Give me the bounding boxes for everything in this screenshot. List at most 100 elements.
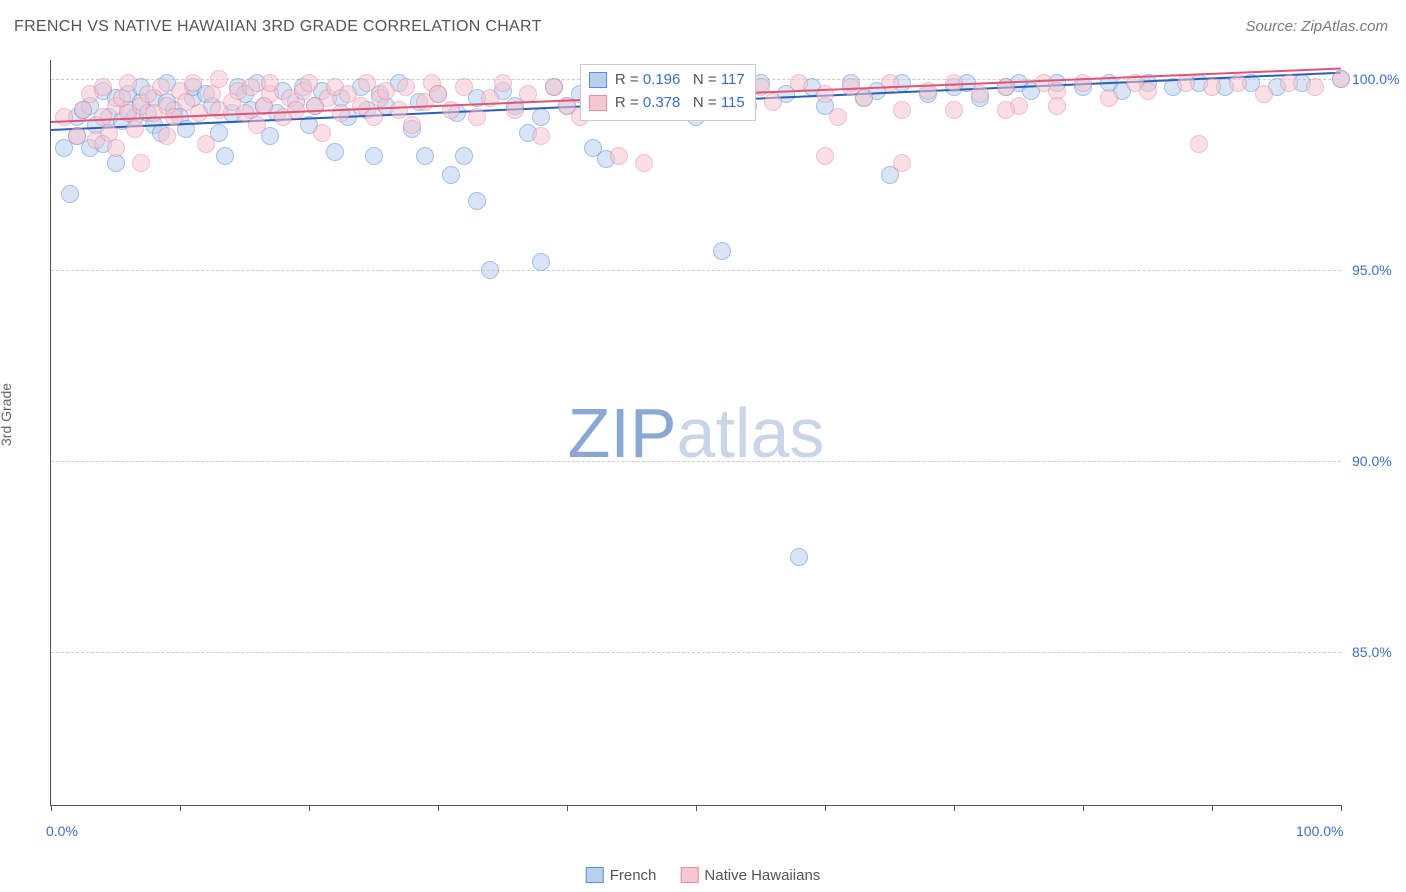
hawaiian-point xyxy=(455,78,473,96)
y-tick-label: 100.0% xyxy=(1352,71,1399,87)
y-tick-label: 95.0% xyxy=(1352,262,1392,278)
hawaiian-swatch-icon xyxy=(589,95,607,111)
hawaiian-point xyxy=(1074,74,1092,92)
x-tick-mark xyxy=(954,805,955,811)
stats-legend: R = 0.196 N = 117R = 0.378 N = 115 xyxy=(580,64,756,121)
x-tick-mark xyxy=(51,805,52,811)
hawaiian-point xyxy=(197,135,215,153)
french-point xyxy=(468,192,486,210)
stats-text: R = 0.196 N = 117 xyxy=(615,69,745,92)
hawaiian-point xyxy=(893,154,911,172)
hawaiian-point xyxy=(545,78,563,96)
hawaiian-point xyxy=(881,74,899,92)
french-point xyxy=(455,147,473,165)
hawaiian-point xyxy=(300,74,318,92)
hawaiian-point xyxy=(390,101,408,119)
hawaiian-point xyxy=(610,147,628,165)
french-point xyxy=(365,147,383,165)
hawaiian-point xyxy=(1255,85,1273,103)
hawaiian-point xyxy=(829,108,847,126)
hawaiian-point xyxy=(397,78,415,96)
legend-label: French xyxy=(610,867,657,884)
hawaiian-point xyxy=(190,104,208,122)
hawaiian-point xyxy=(126,120,144,138)
x-tick-label: 0.0% xyxy=(46,823,78,839)
french-swatch-icon xyxy=(589,72,607,88)
hawaiian-point xyxy=(764,93,782,111)
hawaiian-point xyxy=(377,82,395,100)
hawaiian-point xyxy=(1190,135,1208,153)
legend-item-french: French xyxy=(586,867,657,884)
hawaiian-point xyxy=(893,101,911,119)
stats-row-french: R = 0.196 N = 117 xyxy=(589,69,745,92)
x-tick-label: 100.0% xyxy=(1296,823,1343,839)
hawaiian-point xyxy=(313,124,331,142)
french-point xyxy=(713,242,731,260)
source-label: Source: ZipAtlas.com xyxy=(1245,18,1388,35)
grid-line xyxy=(51,270,1341,271)
hawaiian-point xyxy=(55,108,73,126)
hawaiian-point xyxy=(494,74,512,92)
x-tick-mark xyxy=(180,805,181,811)
hawaiian-point xyxy=(184,74,202,92)
hawaiian-point xyxy=(403,116,421,134)
hawaiian-point xyxy=(365,108,383,126)
x-tick-mark xyxy=(309,805,310,811)
legend-bottom: French Native Hawaiians xyxy=(586,867,821,884)
plot-area: ZIPatlas R = 0.196 N = 117R = 0.378 N = … xyxy=(50,60,1341,806)
x-tick-mark xyxy=(1083,805,1084,811)
hawaiian-point xyxy=(261,74,279,92)
grid-line xyxy=(51,461,1341,462)
legend-label: Native Hawaiians xyxy=(704,867,820,884)
hawaiian-point xyxy=(855,89,873,107)
hawaiian-point xyxy=(1139,82,1157,100)
french-point xyxy=(61,185,79,203)
stats-row-hawaiian: R = 0.378 N = 115 xyxy=(589,92,745,115)
hawaiian-point xyxy=(210,70,228,88)
hawaiian-point xyxy=(107,139,125,157)
hawaiian-point xyxy=(945,101,963,119)
french-point xyxy=(532,253,550,271)
hawaiian-point xyxy=(1332,70,1350,88)
hawaiian-point xyxy=(68,127,86,145)
stats-text: R = 0.378 N = 115 xyxy=(615,92,745,115)
hawaiian-point xyxy=(997,101,1015,119)
x-tick-mark xyxy=(696,805,697,811)
x-tick-mark xyxy=(825,805,826,811)
hawaiian-point xyxy=(429,85,447,103)
french-swatch-icon xyxy=(586,867,604,883)
hawaiian-point xyxy=(1177,74,1195,92)
hawaiian-point xyxy=(242,78,260,96)
hawaiian-point xyxy=(532,127,550,145)
french-point xyxy=(416,147,434,165)
french-point xyxy=(442,166,460,184)
x-tick-mark xyxy=(1212,805,1213,811)
french-point xyxy=(326,143,344,161)
hawaiian-point xyxy=(132,154,150,172)
hawaiian-point xyxy=(635,154,653,172)
french-point xyxy=(532,108,550,126)
hawaiian-point xyxy=(1229,74,1247,92)
chart-title: FRENCH VS NATIVE HAWAIIAN 3RD GRADE CORR… xyxy=(14,18,542,36)
legend-item-hawaiian: Native Hawaiians xyxy=(680,867,820,884)
hawaiian-point xyxy=(1048,97,1066,115)
y-tick-label: 85.0% xyxy=(1352,644,1392,660)
hawaiian-point xyxy=(158,127,176,145)
hawaiian-point xyxy=(152,78,170,96)
hawaiian-point xyxy=(119,74,137,92)
hawaiian-point xyxy=(358,74,376,92)
hawaiian-point xyxy=(1203,78,1221,96)
hawaiian-swatch-icon xyxy=(680,867,698,883)
hawaiian-point xyxy=(94,78,112,96)
hawaiian-point xyxy=(1280,74,1298,92)
hawaiian-point xyxy=(816,147,834,165)
hawaiian-point xyxy=(248,116,266,134)
french-point xyxy=(481,261,499,279)
hawaiian-point xyxy=(971,85,989,103)
y-axis-label: 3rd Grade xyxy=(0,383,14,446)
french-point xyxy=(216,147,234,165)
y-tick-label: 90.0% xyxy=(1352,453,1392,469)
hawaiian-point xyxy=(332,104,350,122)
grid-line xyxy=(51,652,1341,653)
hawaiian-point xyxy=(1100,89,1118,107)
